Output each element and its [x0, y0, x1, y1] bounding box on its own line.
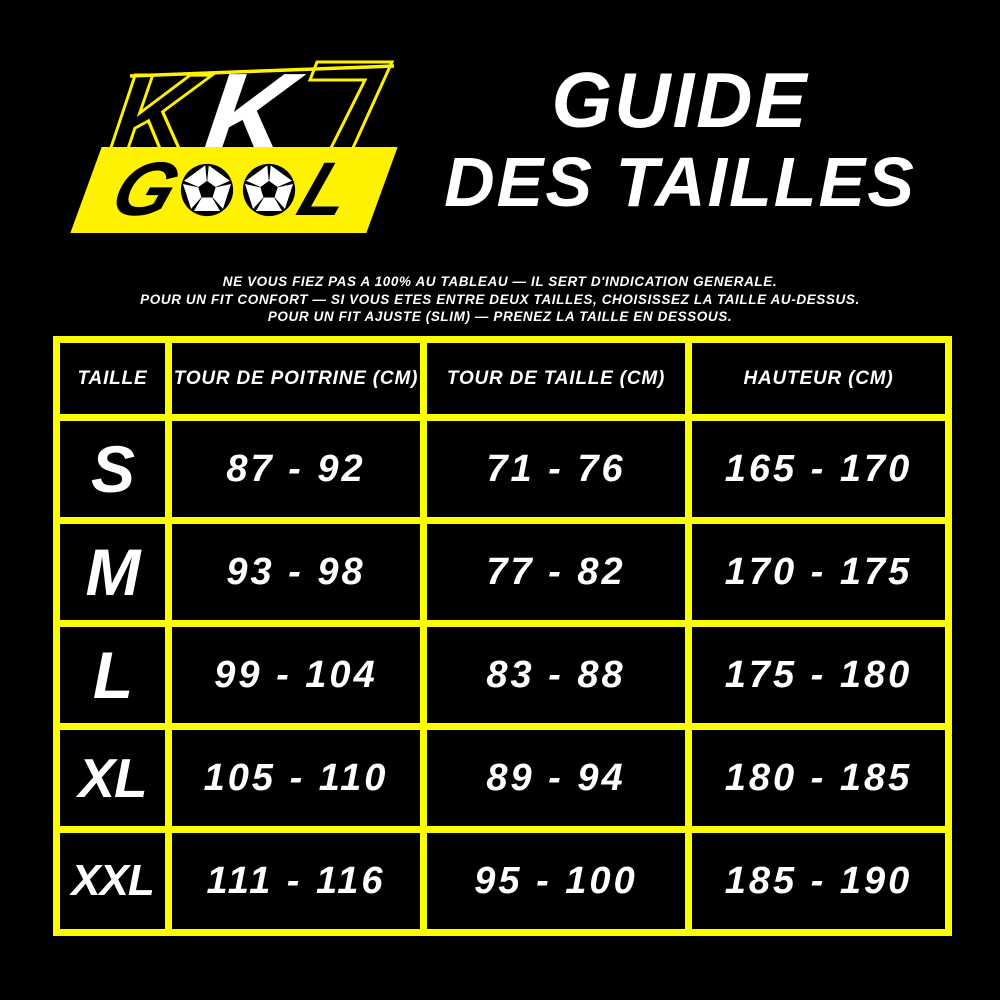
height-range: 170 - 175 — [685, 517, 952, 627]
soccer-ball-icon — [180, 163, 234, 217]
size-label: XXL — [53, 826, 172, 936]
table-row-m: M 93 - 98 77 - 82 170 - 175 — [53, 517, 952, 627]
waist-range: 95 - 100 — [420, 826, 692, 936]
chest-range: 87 - 92 — [165, 414, 427, 524]
logo-top-line — [129, 64, 395, 78]
disclaimer-line: NE VOUS FIEZ PAS A 100% AU TABLEAU — IL … — [222, 274, 778, 289]
chest-range: 93 - 98 — [165, 517, 427, 627]
logo-letter-g: G — [100, 147, 189, 232]
disclaimer-line: POUR UN FIT CONFORT — SI VOUS ETES ENTRE… — [140, 291, 860, 307]
soccer-ball-icon — [242, 163, 296, 217]
page-title-line1: GUIDE — [551, 56, 809, 144]
waist-range: 83 - 88 — [420, 620, 692, 730]
header-tour-de-taille: TOUR DE TAILLE (CM) — [420, 336, 692, 421]
size-label: XL — [53, 723, 172, 833]
chest-range: 111 - 116 — [165, 826, 427, 936]
height-range: 165 - 170 — [685, 414, 952, 524]
brand-logo: K K G L — [40, 52, 420, 244]
header-hauteur: HAUTEUR (CM) — [685, 336, 952, 421]
waist-range: 89 - 94 — [420, 723, 692, 833]
table-row-xl: XL 105 - 110 89 - 94 180 - 185 — [53, 723, 952, 833]
height-range: 180 - 185 — [685, 723, 952, 833]
size-label: S — [53, 414, 172, 524]
header-taille: TAILLE — [53, 336, 172, 421]
height-range: 185 - 190 — [685, 826, 952, 936]
size-table: TAILLE TOUR DE POITRINE (CM) TOUR DE TAI… — [53, 336, 952, 936]
disclaimer-text: NE VOUS FIEZ PAS A 100% AU TABLEAU — IL … — [0, 273, 1000, 326]
page-title: GUIDE DES TAILLES — [410, 56, 950, 220]
table-row-s: S 87 - 92 71 - 76 165 - 170 — [53, 414, 952, 524]
waist-range: 71 - 76 — [420, 414, 692, 524]
logo-kk7-mark: K K — [100, 52, 395, 167]
page-title-line2: DES TAILLES — [444, 143, 916, 221]
logo-seven-outline — [307, 60, 395, 152]
chest-range: 99 - 104 — [165, 620, 427, 730]
logo-gool-band: G L — [70, 147, 398, 233]
chest-range: 105 - 110 — [165, 723, 427, 833]
waist-range: 77 - 82 — [420, 517, 692, 627]
size-label: L — [53, 620, 172, 730]
size-label: M — [53, 517, 172, 627]
size-table-header-row: TAILLE TOUR DE POITRINE (CM) TOUR DE TAI… — [53, 336, 952, 421]
disclaimer-line: POUR UN FIT AJUSTE (SLIM) — PRENEZ LA TA… — [267, 309, 733, 324]
table-row-l: L 99 - 104 83 - 88 175 - 180 — [53, 620, 952, 730]
table-row-xxl: XXL 111 - 116 95 - 100 185 - 190 — [53, 826, 952, 936]
height-range: 175 - 180 — [685, 620, 952, 730]
logo-letter-l: L — [287, 147, 364, 232]
header-tour-de-poitrine: TOUR DE POITRINE (CM) — [165, 336, 427, 421]
